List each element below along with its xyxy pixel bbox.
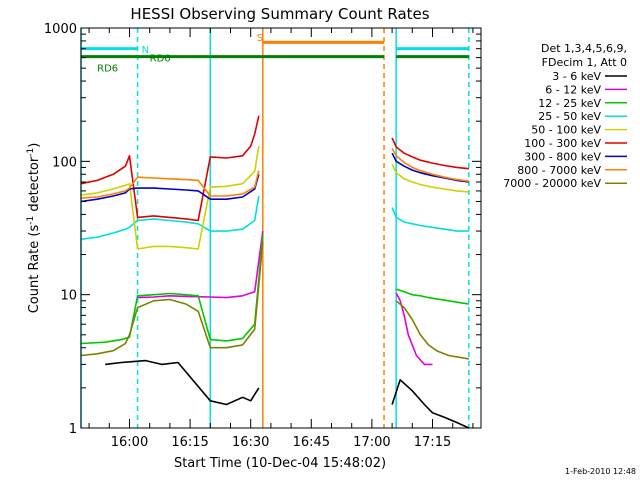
y-axis-label-end: ) xyxy=(27,143,42,148)
series-line-8-1 xyxy=(395,300,470,360)
y-tick-label: 100 xyxy=(52,155,77,170)
legend-entry-label: 7000 - 20000 keV xyxy=(503,177,601,190)
y-axis-ticks: 1 10 100 1000 xyxy=(44,22,481,437)
series-line-4-1 xyxy=(391,163,469,193)
series-line-1-1 xyxy=(395,292,433,366)
legend-entry-label: 300 - 800 keV xyxy=(524,150,601,163)
series-line-7-0 xyxy=(80,170,260,199)
x-tick-label: 16:45 xyxy=(293,435,330,450)
y-axis-label-exp1: -1 xyxy=(26,216,36,225)
series-line-6-0 xyxy=(80,174,260,203)
series-line-1-0 xyxy=(137,230,264,299)
series-line-8-0 xyxy=(80,241,264,357)
x-tick-label: 16:00 xyxy=(111,435,148,450)
legend-entry-label: 50 - 100 keV xyxy=(531,124,601,137)
series-line-0-0 xyxy=(105,359,260,406)
y-axis-label-exp2: -1 xyxy=(26,148,36,157)
x-axis-ticks: 16:00 16:15 16:30 16:45 17:00 17:15 xyxy=(88,28,474,450)
y-tick-label: 1000 xyxy=(44,22,77,37)
y-tick-label: 10 xyxy=(60,289,77,304)
flag-label-1: RD0 xyxy=(150,54,171,65)
series-line-5-1 xyxy=(391,137,469,170)
legend-entry-label: 800 - 7000 keV xyxy=(517,164,601,177)
y-axis-label: Count Rate (s-1 detector-1) xyxy=(26,143,42,314)
series-line-3-1 xyxy=(391,207,469,232)
flag-label-3: S xyxy=(257,33,263,44)
series-line-7-1 xyxy=(391,148,470,182)
x-tick-label: 16:15 xyxy=(171,435,208,450)
legend-entry-label: 3 - 6 keV xyxy=(552,70,601,83)
legend: Det 1,3,4,5,6,9, FDecim 1, Att 0 3 - 6 k… xyxy=(503,42,627,190)
flag-label-0: N xyxy=(142,45,149,56)
legend-entry-label: 6 - 12 keV xyxy=(545,83,601,96)
legend-header-line1: Det 1,3,4,5,6,9, xyxy=(541,42,627,55)
legend-entry-label: 12 - 25 keV xyxy=(538,97,601,110)
series-line-2-1 xyxy=(395,288,470,305)
footer-date: 1-Feb-2010 12:48 xyxy=(565,467,636,476)
x-tick-label: 17:00 xyxy=(353,435,390,450)
x-axis-label: Start Time (10-Dec-04 15:48:02) xyxy=(174,456,386,471)
series-line-2-0 xyxy=(80,234,264,345)
series-line-5-0 xyxy=(80,115,260,222)
y-axis-label-main: Count Rate (s xyxy=(27,225,42,314)
flag-label-2: RD6 xyxy=(97,64,118,75)
y-tick-label: 1 xyxy=(69,422,77,437)
x-tick-label: 16:30 xyxy=(232,435,269,450)
chart-title: HESSI Observing Summary Count Rates xyxy=(130,5,429,23)
legend-entry-label: 100 - 300 keV xyxy=(524,137,601,150)
series-line-4-0 xyxy=(80,145,260,250)
x-tick-label: 17:15 xyxy=(414,435,451,450)
y-axis-label-mid: detector xyxy=(27,156,42,216)
series-line-3-0 xyxy=(80,195,260,241)
legend-entry-label: 25 - 50 keV xyxy=(538,110,601,123)
series-line-0-1 xyxy=(391,378,470,429)
plot-frame xyxy=(80,27,482,429)
legend-header-line2: FDecim 1, Att 0 xyxy=(542,56,627,69)
